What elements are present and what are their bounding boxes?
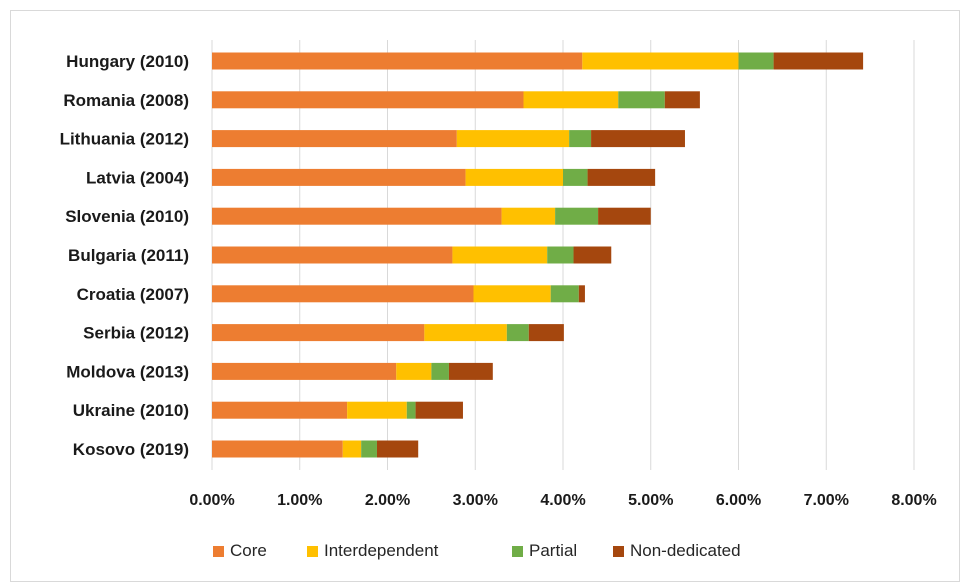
bar-romania-2008-partial [618, 91, 665, 109]
bar-romania-2008-core [212, 91, 524, 109]
bar-serbia-2012-interdependent [424, 324, 507, 342]
bar-kosovo-2019-partial [361, 440, 377, 458]
category-label-ukraine-2010: Ukraine (2010) [73, 401, 189, 420]
bar-serbia-2012-core [212, 324, 425, 342]
bar-lithuania-2012-core [212, 130, 457, 148]
x-tick-label-4: 4.00% [540, 492, 585, 509]
legend-swatch-non-dedicated [613, 546, 624, 557]
category-label-croatia-2007: Croatia (2007) [77, 285, 189, 304]
bar-bulgaria-2011-partial [547, 246, 574, 264]
bar-croatia-2007-interdependent [473, 285, 551, 303]
bar-kosovo-2019-interdependent [342, 440, 362, 458]
bar-slovenia-2010-interdependent [501, 207, 556, 225]
category-label-slovenia-2010: Slovenia (2010) [65, 207, 189, 226]
bar-kosovo-2019-core [212, 440, 343, 458]
bar-ukraine-2010-core [212, 401, 348, 419]
bar-serbia-2012-partial [506, 324, 529, 342]
legend: Core Interdependent Partial Non-dedicated [213, 541, 741, 560]
bar-latvia-2004-non-dedicated [587, 168, 656, 186]
bar-moldova-2013-interdependent [396, 362, 432, 380]
category-label-bulgaria-2011: Bulgaria (2011) [68, 246, 189, 265]
category-label-lithuania-2012: Lithuania (2012) [60, 130, 189, 149]
bar-ukraine-2010-non-dedicated [415, 401, 463, 419]
bar-hungary-2010-partial [738, 52, 774, 70]
gridlines [211, 40, 915, 470]
legend-label-core: Core [230, 541, 267, 560]
bar-croatia-2007-core [212, 285, 474, 303]
legend-label-interdependent: Interdependent [324, 541, 439, 560]
bar-lithuania-2012-non-dedicated [591, 130, 685, 148]
bar-kosovo-2019-non-dedicated [376, 440, 419, 458]
bars [212, 52, 864, 458]
category-label-romania-2008: Romania (2008) [63, 91, 189, 110]
category-label-latvia-2004: Latvia (2004) [86, 168, 189, 187]
bar-ukraine-2010-partial [406, 401, 416, 419]
bar-moldova-2013-non-dedicated [448, 362, 493, 380]
x-tick-label-5: 5.00% [628, 492, 673, 509]
bar-bulgaria-2011-interdependent [452, 246, 548, 264]
bar-lithuania-2012-partial [569, 130, 592, 148]
bar-ukraine-2010-interdependent [347, 401, 407, 419]
bar-romania-2008-interdependent [523, 91, 619, 109]
legend-label-non-dedicated: Non-dedicated [630, 541, 741, 560]
x-tick-label-7: 7.00% [804, 492, 849, 509]
x-tick-label-1: 1.00% [277, 492, 322, 509]
legend-swatch-partial [512, 546, 523, 557]
x-tick-label-8: 8.00% [891, 492, 936, 509]
legend-label-partial: Partial [529, 541, 577, 560]
bar-serbia-2012-non-dedicated [528, 324, 564, 342]
x-tick-label-6: 6.00% [716, 492, 761, 509]
bar-croatia-2007-partial [550, 285, 579, 303]
legend-swatch-interdependent [307, 546, 318, 557]
bar-hungary-2010-core [212, 52, 583, 70]
bar-croatia-2007-non-dedicated [578, 285, 585, 303]
bar-bulgaria-2011-core [212, 246, 453, 264]
category-labels: Hungary (2010) Romania (2008) Lithuania (2… [60, 52, 189, 459]
bar-bulgaria-2011-non-dedicated [573, 246, 612, 264]
category-label-moldova-2013: Moldova (2013) [66, 362, 189, 381]
bar-hungary-2010-interdependent [582, 52, 739, 70]
x-tick-label-3: 3.00% [453, 492, 498, 509]
bar-lithuania-2012-interdependent [456, 130, 570, 148]
x-tick-label-2: 2.00% [365, 492, 410, 509]
bar-latvia-2004-partial [563, 168, 588, 186]
bar-hungary-2010-non-dedicated [773, 52, 864, 70]
category-label-hungary-2010: Hungary (2010) [66, 52, 189, 71]
bar-romania-2008-non-dedicated [664, 91, 700, 109]
legend-swatch-core [213, 546, 224, 557]
bar-latvia-2004-core [212, 168, 466, 186]
category-label-serbia-2012: Serbia (2012) [83, 324, 189, 343]
x-tick-labels: 0.00% 1.00% 2.00% 3.00% 4.00% 5.00% 6.00% 7.00%… [189, 492, 936, 509]
bar-moldova-2013-core [212, 362, 397, 380]
bar-latvia-2004-interdependent [465, 168, 563, 186]
category-label-kosovo-2019: Kosovo (2019) [73, 440, 189, 459]
bar-moldova-2013-partial [431, 362, 449, 380]
bar-slovenia-2010-core [212, 207, 502, 225]
x-tick-label-0: 0.00% [189, 492, 234, 509]
bar-slovenia-2010-partial [555, 207, 599, 225]
bar-slovenia-2010-non-dedicated [598, 207, 651, 225]
